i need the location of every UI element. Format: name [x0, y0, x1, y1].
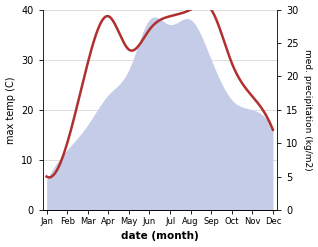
X-axis label: date (month): date (month) [121, 231, 199, 242]
Y-axis label: max temp (C): max temp (C) [5, 76, 16, 144]
Y-axis label: med. precipitation (kg/m2): med. precipitation (kg/m2) [303, 49, 313, 171]
